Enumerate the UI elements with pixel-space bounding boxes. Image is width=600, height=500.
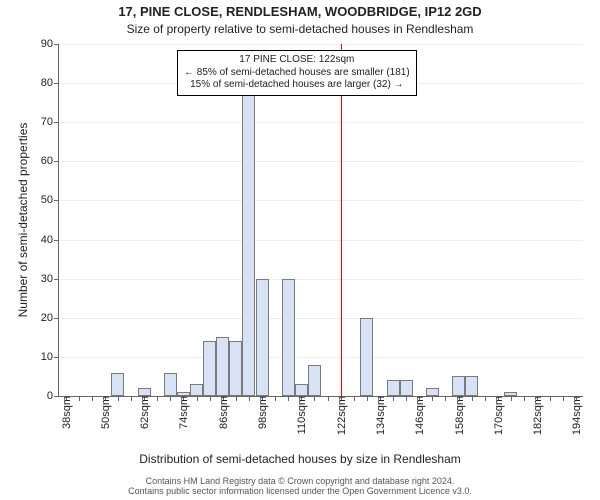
chart-title: 17, PINE CLOSE, RENDLESHAM, WOODBRIDGE, … [0,4,600,19]
x-tick-mark [511,396,512,401]
histogram-bar [282,279,295,396]
x-tick-label: 50sqm [98,396,112,429]
x-tick-mark [157,396,158,401]
y-tick-label: 70 [41,116,59,128]
histogram-bar [426,388,439,396]
histogram-bar [387,380,400,396]
gridline [59,279,583,280]
y-tick-label: 80 [41,77,59,89]
x-tick-mark [485,396,486,401]
y-tick-label: 0 [47,390,59,402]
x-tick-mark [472,396,473,401]
x-tick-label: 182sqm [530,396,544,435]
x-tick-label: 98sqm [255,396,269,429]
histogram-bar [295,384,308,396]
gridline [59,357,583,358]
annotation-line-1: 17 PINE CLOSE: 122sqm [184,54,410,67]
histogram-bar [308,365,321,396]
x-tick-mark [92,396,93,401]
plot-area: 010203040506070809038sqm50sqm62sqm74sqm8… [58,44,583,397]
x-tick-mark [275,396,276,401]
x-tick-label: 62sqm [137,396,151,429]
x-tick-mark [249,396,250,401]
x-tick-mark [354,396,355,401]
histogram-bar [203,341,216,396]
histogram-bar [452,376,465,396]
reference-marker-line [341,44,342,396]
gridline [59,44,583,45]
histogram-bar [177,392,190,396]
x-tick-mark [118,396,119,401]
x-tick-label: 110sqm [294,396,308,434]
chart-container: 17, PINE CLOSE, RENDLESHAM, WOODBRIDGE, … [0,0,600,500]
y-tick-label: 30 [41,273,59,285]
x-tick-mark [524,396,525,401]
gridline [59,122,583,123]
x-tick-label: 158sqm [452,396,466,435]
histogram-bar [229,341,242,396]
histogram-bar [504,392,517,396]
gridline [59,161,583,162]
x-tick-mark [170,396,171,401]
x-tick-mark [131,396,132,401]
x-tick-label: 86sqm [216,396,230,429]
histogram-bar [242,83,255,396]
annotation-line-3: 15% of semi-detached houses are larger (… [184,79,410,92]
y-tick-label: 20 [41,312,59,324]
histogram-bar [164,373,177,396]
gridline [59,240,583,241]
attribution-line-2: Contains public sector information licen… [0,486,600,496]
y-tick-label: 40 [41,234,59,246]
annotation-line-2: ← 85% of semi-detached houses are smalle… [184,67,410,80]
histogram-bar [400,380,413,396]
x-tick-mark [288,396,289,401]
histogram-bar [256,279,269,396]
x-tick-mark [563,396,564,401]
x-tick-label: 146sqm [412,396,426,435]
x-tick-label: 170sqm [491,396,505,435]
chart-subtitle: Size of property relative to semi-detach… [0,22,600,36]
y-tick-label: 90 [41,38,59,50]
x-tick-mark [406,396,407,401]
histogram-bar [190,384,203,396]
histogram-bar [465,376,478,396]
x-tick-mark [445,396,446,401]
y-axis-label: Number of semi-detached properties [16,40,30,400]
x-tick-label: 194sqm [569,396,583,435]
x-tick-mark [314,396,315,401]
x-tick-mark [328,396,329,401]
x-tick-mark [393,396,394,401]
histogram-bar [216,337,229,396]
attribution-footer: Contains HM Land Registry data © Crown c… [0,476,600,496]
histogram-bar [360,318,373,396]
gridline [59,200,583,201]
histogram-bar [138,388,151,396]
annotation-box: 17 PINE CLOSE: 122sqm← 85% of semi-detac… [177,50,417,96]
x-tick-label: 134sqm [373,396,387,435]
x-tick-mark [79,396,80,401]
y-tick-label: 60 [41,155,59,167]
x-tick-label: 74sqm [176,396,190,429]
x-axis-label: Distribution of semi-detached houses by … [0,452,600,466]
y-tick-label: 50 [41,194,59,206]
x-tick-mark [367,396,368,401]
histogram-bar [111,373,124,396]
attribution-line-1: Contains HM Land Registry data © Crown c… [0,476,600,486]
x-tick-label: 122sqm [334,396,348,435]
x-tick-mark [197,396,198,401]
x-tick-mark [236,396,237,401]
x-tick-mark [432,396,433,401]
x-tick-mark [550,396,551,401]
y-tick-label: 10 [41,351,59,363]
x-tick-label: 38sqm [59,396,73,429]
x-tick-mark [210,396,211,401]
gridline [59,318,583,319]
